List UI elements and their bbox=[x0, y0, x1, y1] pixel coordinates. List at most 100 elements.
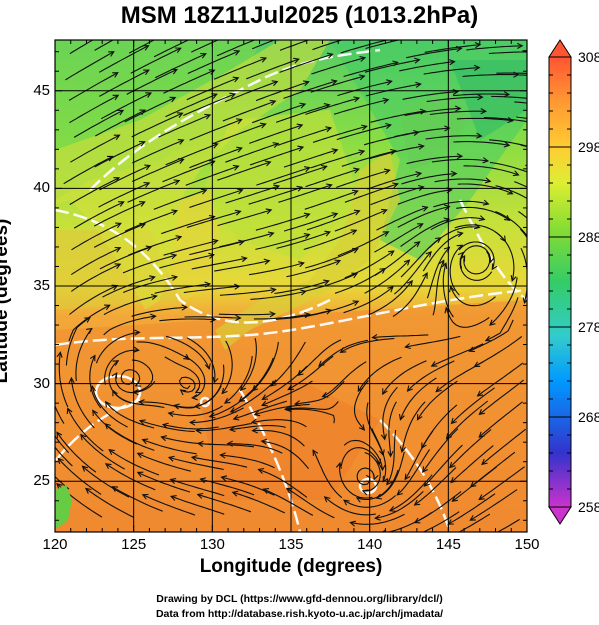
streamline bbox=[261, 440, 310, 470]
streamline bbox=[262, 365, 308, 400]
streamline-arrow bbox=[296, 185, 304, 192]
streamline bbox=[277, 127, 332, 146]
streamline-arrow bbox=[139, 201, 146, 207]
streamline bbox=[165, 335, 210, 370]
streamline-arrow bbox=[191, 394, 198, 401]
streamline bbox=[388, 401, 397, 457]
streamline bbox=[98, 45, 149, 73]
streamline-arrow bbox=[353, 167, 360, 174]
streamline bbox=[336, 169, 390, 188]
streamline-arrow bbox=[303, 80, 310, 87]
streamline bbox=[343, 61, 398, 78]
streamline-arrow bbox=[112, 72, 119, 78]
streamline bbox=[91, 386, 128, 428]
streamline bbox=[217, 209, 272, 227]
streamline-arrow bbox=[540, 49, 545, 54]
streamline bbox=[70, 134, 120, 163]
streamline-arrow bbox=[38, 422, 43, 428]
streamline bbox=[488, 51, 527, 55]
streamline bbox=[65, 317, 91, 366]
streamline-arrow bbox=[473, 223, 481, 230]
streamline-arrow bbox=[141, 438, 149, 445]
streamline bbox=[55, 435, 70, 454]
streamline-arrow bbox=[241, 256, 248, 263]
streamline bbox=[122, 276, 178, 294]
streamline-arrow bbox=[476, 390, 484, 397]
streamline-arrow bbox=[211, 238, 219, 245]
streamline-arrow bbox=[260, 56, 268, 63]
streamline-arrow bbox=[454, 105, 462, 112]
streamline bbox=[456, 117, 513, 122]
streamline bbox=[339, 463, 373, 499]
streamline bbox=[312, 450, 343, 499]
streamline bbox=[369, 145, 424, 160]
streamline bbox=[216, 40, 256, 57]
streamline-arrow bbox=[149, 275, 156, 282]
streamline bbox=[405, 335, 461, 348]
streamline-arrow bbox=[143, 182, 151, 188]
streamline bbox=[356, 467, 375, 486]
streamline-arrow bbox=[323, 496, 331, 503]
streamline-arrow bbox=[416, 414, 423, 421]
streamline-arrow bbox=[269, 99, 277, 106]
streamline-arrow bbox=[304, 166, 311, 173]
streamline bbox=[362, 451, 381, 492]
streamline bbox=[370, 110, 426, 123]
streamline bbox=[218, 313, 275, 316]
colorbar-max-arrow bbox=[548, 39, 572, 58]
streamline bbox=[197, 493, 252, 513]
streamline bbox=[394, 127, 450, 138]
streamline bbox=[286, 260, 341, 278]
streamline-arrow bbox=[137, 399, 145, 406]
streamline bbox=[251, 40, 276, 50]
streamline bbox=[304, 190, 358, 210]
streamline-arrow bbox=[415, 171, 423, 178]
streamline-arrow bbox=[285, 406, 292, 413]
streamline-arrow bbox=[457, 251, 464, 259]
streamline bbox=[491, 95, 527, 99]
streamline bbox=[221, 340, 233, 394]
streamline bbox=[407, 360, 455, 392]
streamline bbox=[340, 447, 381, 467]
streamline bbox=[93, 223, 146, 248]
streamline bbox=[105, 423, 155, 451]
streamline bbox=[423, 444, 463, 487]
streamline-arrow bbox=[211, 93, 218, 99]
streamline-arrow bbox=[421, 466, 429, 473]
streamline-arrow bbox=[265, 208, 273, 215]
streamline bbox=[99, 246, 152, 270]
streamline bbox=[70, 247, 121, 276]
streamline-arrow bbox=[261, 400, 268, 407]
streamline-arrow bbox=[531, 243, 536, 249]
streamline bbox=[401, 401, 426, 452]
streamline-arrow bbox=[383, 168, 391, 175]
streamline-arrow bbox=[422, 272, 428, 279]
streamline-arrow bbox=[404, 343, 411, 350]
streamline bbox=[304, 300, 359, 318]
streamline-arrow bbox=[468, 346, 476, 353]
streamline-arrow bbox=[303, 233, 311, 239]
streamline bbox=[450, 445, 494, 483]
streamline-arrow bbox=[352, 247, 359, 254]
streamline-arrow bbox=[150, 313, 157, 320]
streamline bbox=[337, 231, 389, 257]
streamline-arrow bbox=[92, 409, 98, 417]
streamline-arrow bbox=[456, 244, 464, 251]
streamline-arrow bbox=[195, 427, 202, 434]
streamline-arrow bbox=[449, 59, 456, 66]
streamline-arrow bbox=[503, 91, 511, 98]
streamline-arrow bbox=[259, 122, 267, 129]
streamline bbox=[253, 313, 310, 320]
streamline bbox=[382, 360, 427, 395]
streamline-arrow bbox=[488, 256, 495, 264]
streamline bbox=[344, 183, 398, 203]
streamline bbox=[375, 491, 424, 519]
streamline bbox=[55, 475, 70, 490]
streamline-arrow bbox=[108, 51, 115, 57]
streamline bbox=[466, 45, 523, 51]
streamline bbox=[191, 456, 248, 468]
streamline bbox=[115, 372, 156, 394]
streamline bbox=[489, 139, 527, 147]
streamline bbox=[514, 181, 527, 188]
streamline bbox=[255, 213, 310, 231]
